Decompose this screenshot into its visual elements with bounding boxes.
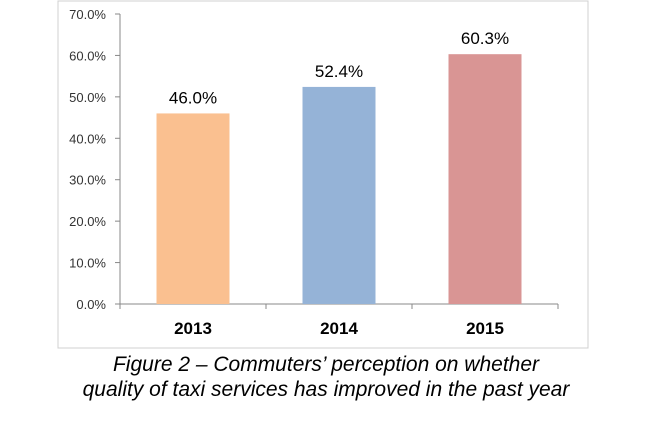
data-label: 60.3% bbox=[461, 29, 509, 48]
y-tick-label: 40.0% bbox=[69, 131, 106, 146]
y-tick-label: 10.0% bbox=[69, 256, 106, 271]
caption-line-1: Figure 2 – Commuters’ perception on whet… bbox=[112, 353, 540, 376]
x-tick-label: 2015 bbox=[466, 319, 504, 338]
y-tick-label: 70.0% bbox=[69, 7, 106, 22]
bar-2014 bbox=[302, 86, 376, 305]
bar-2015 bbox=[448, 54, 522, 304]
bar-2013 bbox=[156, 113, 230, 304]
bar-chart: 0.0%10.0%20.0%30.0%40.0%50.0%60.0%70.0% … bbox=[57, 0, 589, 349]
caption-line-2: quality of taxi services has improved in… bbox=[82, 378, 570, 401]
y-tick-label: 30.0% bbox=[69, 173, 106, 188]
y-tick-label: 60.0% bbox=[69, 48, 106, 63]
data-label: 46.0% bbox=[169, 88, 217, 107]
chart-border bbox=[57, 0, 589, 349]
y-tick-label: 0.0% bbox=[76, 297, 106, 312]
x-tick-label: 2013 bbox=[174, 319, 212, 338]
x-tick-label: 2014 bbox=[320, 319, 358, 338]
y-tick-label: 20.0% bbox=[69, 214, 106, 229]
figure-caption: Figure 2 – Commuters’ perception on whet… bbox=[0, 352, 652, 402]
y-tick-label: 50.0% bbox=[69, 90, 106, 105]
data-label: 52.4% bbox=[315, 62, 363, 81]
